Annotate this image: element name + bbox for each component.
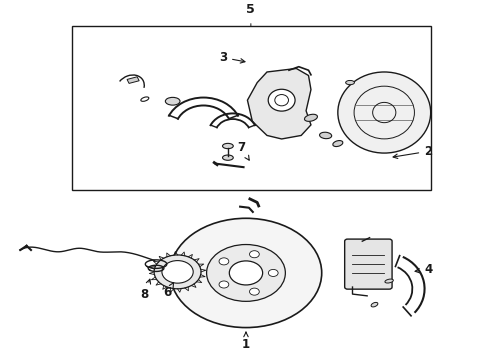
Text: 7: 7 — [237, 141, 249, 160]
Ellipse shape — [371, 302, 378, 307]
Circle shape — [269, 269, 278, 276]
Circle shape — [219, 258, 229, 265]
Text: 2: 2 — [393, 145, 432, 158]
Ellipse shape — [319, 132, 332, 139]
Circle shape — [219, 281, 229, 288]
Text: 1: 1 — [242, 332, 250, 351]
Circle shape — [249, 288, 259, 295]
Bar — [127, 77, 139, 84]
Ellipse shape — [345, 80, 354, 85]
Ellipse shape — [333, 140, 343, 147]
Circle shape — [249, 251, 259, 258]
Ellipse shape — [268, 89, 295, 111]
Text: 8: 8 — [141, 279, 150, 301]
Text: 5: 5 — [246, 3, 255, 15]
Ellipse shape — [222, 155, 233, 160]
Bar — [72, 26, 431, 190]
Ellipse shape — [304, 114, 318, 121]
Circle shape — [162, 261, 193, 283]
Circle shape — [207, 244, 285, 301]
Circle shape — [170, 218, 322, 328]
Text: 4: 4 — [415, 263, 432, 276]
Ellipse shape — [385, 279, 393, 283]
Ellipse shape — [222, 143, 233, 149]
Text: 3: 3 — [219, 51, 245, 64]
Circle shape — [229, 261, 263, 285]
Ellipse shape — [165, 97, 180, 105]
FancyBboxPatch shape — [344, 239, 392, 289]
Circle shape — [154, 255, 201, 289]
Ellipse shape — [338, 72, 431, 153]
Polygon shape — [247, 68, 311, 139]
Text: 6: 6 — [164, 283, 173, 299]
